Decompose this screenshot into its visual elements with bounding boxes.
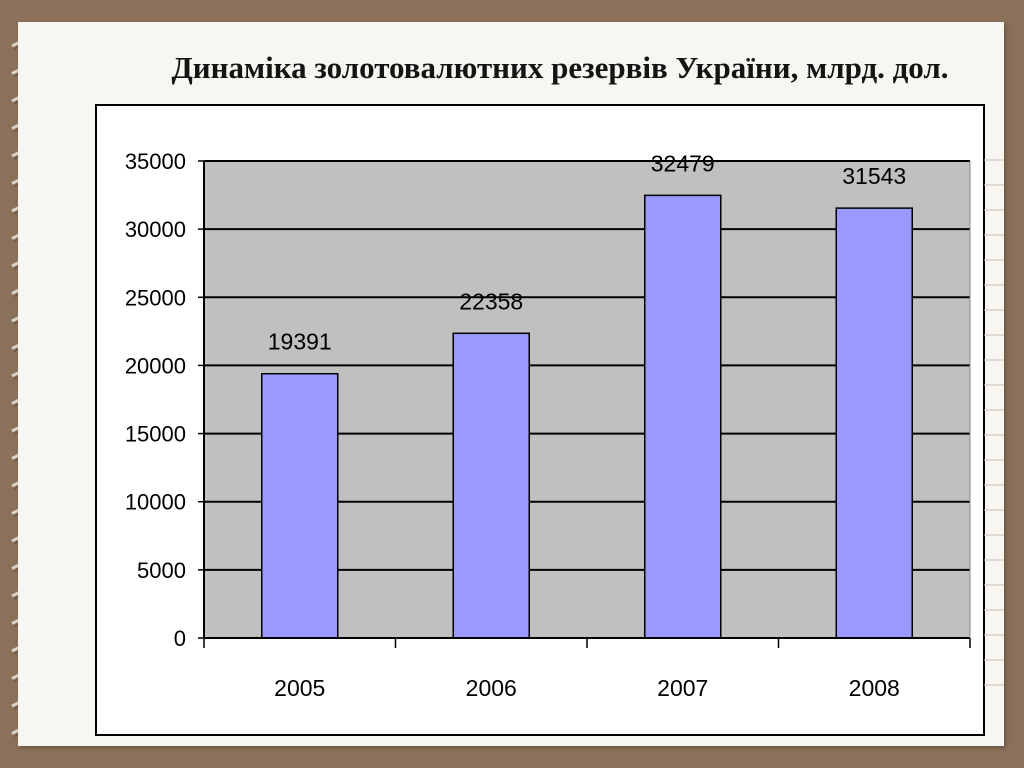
x-tick-label-2008: 2008 bbox=[849, 675, 900, 701]
bar-2007 bbox=[644, 194, 722, 639]
chart-frame: 0 5000 10000 15000 20000 25000 30000 35000 19391… bbox=[95, 104, 985, 736]
x-tick-label-2007: 2007 bbox=[657, 675, 708, 701]
bar-chart: 0 5000 10000 15000 20000 25000 30000 35000 19391… bbox=[125, 149, 971, 701]
y-tick-label: 0 bbox=[174, 626, 186, 651]
slide-title: Динаміка золотовалютних резервів України… bbox=[171, 50, 949, 85]
data-label-2007: 32479 bbox=[651, 150, 715, 176]
y-tick-label: 10000 bbox=[125, 490, 186, 515]
x-tick-label-2005: 2005 bbox=[274, 675, 325, 701]
bar-2008 bbox=[835, 207, 913, 639]
y-tick-label: 30000 bbox=[125, 217, 186, 242]
y-tick-label: 25000 bbox=[125, 285, 186, 310]
y-tick-label: 15000 bbox=[125, 422, 186, 447]
data-label-2008: 31543 bbox=[842, 163, 906, 189]
bar-2006 bbox=[452, 332, 530, 639]
y-tick-label: 35000 bbox=[125, 149, 186, 174]
y-tick-label: 5000 bbox=[137, 558, 186, 583]
page-edge-lines bbox=[984, 159, 1004, 686]
y-tick-label: 20000 bbox=[125, 353, 186, 378]
data-label-2006: 22358 bbox=[459, 288, 523, 314]
data-label-2005: 19391 bbox=[268, 329, 332, 355]
bar-2005 bbox=[261, 372, 339, 639]
x-tick-label-2006: 2006 bbox=[466, 675, 517, 701]
